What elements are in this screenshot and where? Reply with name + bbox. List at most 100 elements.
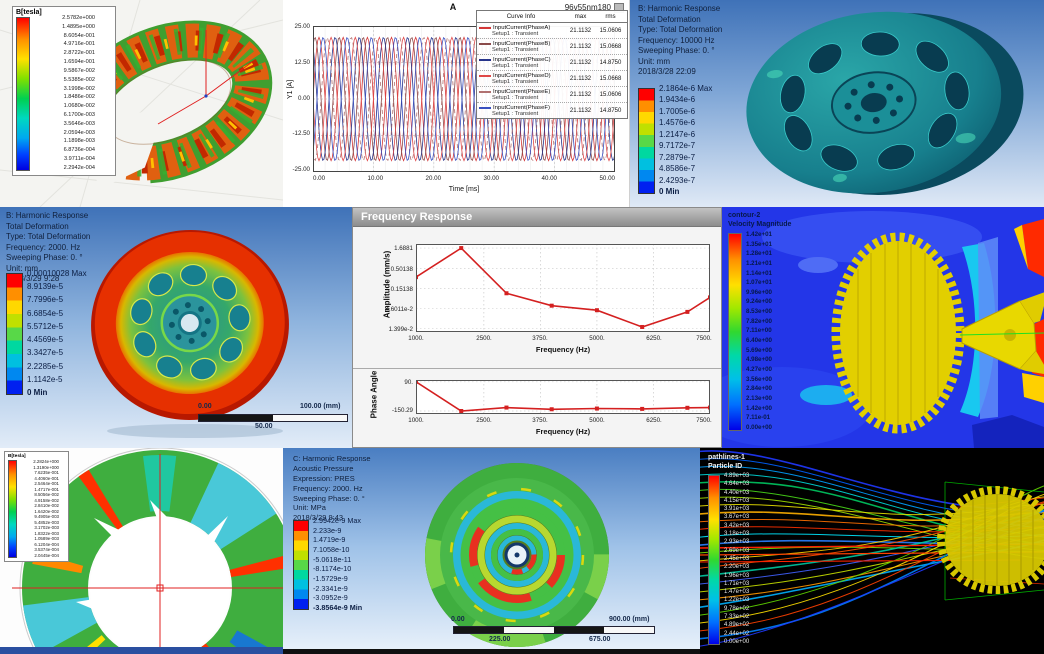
- pressure-legend: 2.9942e-9 Max 2.233e-9 1.4719e-9 7.1058e-10…: [293, 516, 362, 616]
- legend-colorbar: [708, 475, 720, 645]
- freq-tick: 7500.: [696, 417, 712, 424]
- frequency-response-window: Frequency Response Amplitude (mm/s) 1.68…: [352, 207, 722, 448]
- annotation-text: C: Harmonic Response Acoustic Pressure Exp…: [293, 454, 371, 523]
- annotation-text: B: Harmonic Response Total Deformation Typ…: [6, 211, 91, 284]
- freq-tick: 7500.: [696, 335, 712, 342]
- scale-q1-label: 225.00: [489, 636, 511, 643]
- freq-tick: 6250.: [646, 335, 662, 342]
- legend-values: 0.00010028 Max 8.9139e-5 7.7996e-5 6.6854e-…: [27, 269, 87, 397]
- plot-divider: [353, 368, 721, 369]
- y-tick-labels: 25.00 12.50 0.00 -12.50 -25.00: [292, 23, 310, 173]
- pathlines-panel: pathlines-1 Particle ID 4.89e+03 4.64e+03 4…: [700, 448, 1044, 654]
- amplitude-chart: [416, 244, 710, 332]
- scale-min-label: 0.00: [198, 403, 212, 410]
- curve-color-sample: [479, 90, 491, 93]
- scale-max-label: 100.00 (mm): [300, 403, 341, 410]
- coordinate-axes: [157, 30, 253, 125]
- deformed-wheel-red-graphic: [91, 229, 289, 438]
- window-title-bar[interactable]: Frequency Response: [353, 208, 721, 227]
- pathlines-legend-title: pathlines-1 Particle ID: [708, 454, 745, 470]
- legend-values: 1.42e+01 1.35e+01 1.28e+01 1.21e+01 1.14e+01…: [746, 231, 772, 431]
- table-row: InputCurrent(PhaseC) Setup1 : Transient …: [477, 55, 627, 71]
- gear-graphic: [937, 486, 1044, 594]
- table-row: InputCurrent(PhaseF) Setup1 : Transient …: [477, 103, 627, 118]
- deformation-legend: 2.1864e-6 Max 1.9434e-6 1.7005e-6 1.4576e-6…: [638, 84, 712, 200]
- scale-ruler: [198, 414, 348, 422]
- deformed-wheel-graphic: [746, 11, 1024, 196]
- table-row: InputCurrent(PhaseA) Setup1 : Transient …: [477, 23, 627, 39]
- legend-colorbar: [8, 460, 17, 558]
- curve-color-sample: [479, 74, 491, 77]
- harmonic-response-2000-panel: B: Harmonic Response Total Deformation Typ…: [0, 207, 358, 448]
- legend-colorbar: [728, 233, 742, 431]
- freq-tick: 5000.: [589, 335, 605, 342]
- harmonic-response-10000-panel: B: Harmonic Response Total Deformation Typ…: [630, 0, 1044, 207]
- freq-tick: 3750.: [532, 335, 548, 342]
- table-header: Curve Info max rms: [477, 11, 627, 23]
- window-label: 96v55nm180: [564, 3, 611, 12]
- legend-values: 2.9942e-9 Max 2.233e-9 1.4719e-9 7.1058e-10…: [313, 516, 363, 612]
- deformation-legend: 0.00010028 Max 8.9139e-5 7.7996e-5 6.6854e-…: [6, 269, 87, 401]
- window-title: Frequency Response: [361, 211, 473, 223]
- table-row: InputCurrent(PhaseE) Setup1 : Transient …: [477, 87, 627, 103]
- plot-title: A: [449, 2, 457, 12]
- propeller-graphic: [961, 292, 1044, 374]
- flux-ring-graphic: [12, 448, 283, 654]
- x-axis-label: Time [ms]: [448, 186, 480, 193]
- annotation-text: B: Harmonic Response Total Deformation Typ…: [638, 4, 723, 77]
- legend-colorbar: [6, 273, 23, 395]
- b-field-legend: B[tesla] 2.5782e+000 1.4895e+000 8.6054e-0…: [12, 6, 116, 176]
- curve-info-table: Curve Info max rms InputCurrent(PhaseA) …: [476, 10, 628, 119]
- table-row: InputCurrent(PhaseB) Setup1 : Transient …: [477, 39, 627, 55]
- legend-values: 2.5782e+000 1.4895e+000 8.6054e-001 4.9716e…: [62, 15, 95, 171]
- acoustic-disc-graphic: [425, 463, 609, 647]
- scale-min-label: 0.00: [451, 616, 465, 623]
- curve-color-sample: [479, 58, 491, 61]
- amp-tick: 4.6011e-2: [385, 306, 413, 313]
- freq-tick: 2500.: [476, 417, 492, 424]
- scale-q3-label: 675.00: [589, 636, 611, 643]
- contour-legend-title: contour-2 Velocity Magnitude: [728, 212, 792, 228]
- acoustic-pressure-panel: C: Harmonic Response Acoustic Pressure Exp…: [283, 448, 700, 654]
- b-field-legend: B[tesla] 2.2824e+000 1.3190e+000 7.6235e-0…: [4, 451, 69, 562]
- velocity-contour-panel: contour-2 Velocity Magnitude 1.42e+01 1.35…: [722, 207, 1044, 448]
- amp-tick: 1.399e-2: [388, 326, 413, 333]
- freq-axis-label: Frequency (Hz): [535, 345, 591, 354]
- scale-mid-label: 50.00: [255, 423, 273, 430]
- scale-ruler: [453, 626, 655, 634]
- freq-tick: 1000.: [408, 417, 424, 424]
- legend-values: 4.89e+03 4.64e+03 4.40e+03 4.15e+03 3.91e+03…: [724, 473, 750, 645]
- maxwell-ring-panel: B[tesla] 2.2824e+000 1.3190e+000 7.6235e-0…: [0, 448, 283, 654]
- amp-tick: 1.6881: [394, 245, 413, 252]
- maxwell-torus-panel: B[tesla] 2.5782e+000 1.4895e+000 8.6054e-0…: [0, 0, 283, 207]
- curve-color-sample: [479, 42, 491, 45]
- cfd-contour-graphic: [722, 207, 1044, 448]
- streamlines-graphic: [700, 448, 1044, 654]
- legend-colorbar: [16, 17, 30, 171]
- legend-title: B[tesla]: [8, 454, 26, 459]
- amp-tick: 0.15138: [390, 286, 413, 293]
- freq-tick: 3750.: [532, 417, 548, 424]
- curve-color-sample: [479, 26, 491, 29]
- phase-tick: 90.: [404, 379, 413, 386]
- table-row: InputCurrent(PhaseD) Setup1 : Transient …: [477, 71, 627, 87]
- transient-current-plot-panel: A 96v55nm180 Y1 [A] 25.00 12.50 0.00 -12.50…: [283, 0, 630, 207]
- legend-title: B[tesla]: [16, 9, 42, 16]
- freq-tick: 2500.: [476, 335, 492, 342]
- freq-tick: 1000.: [408, 335, 424, 342]
- particle-id-legend: 4.89e+03 4.64e+03 4.40e+03 4.15e+03 3.91e+03…: [708, 473, 750, 647]
- phase-tick: -150.29: [392, 407, 413, 414]
- freq-tick: 6250.: [646, 417, 662, 424]
- legend-colorbar: [638, 88, 655, 194]
- phase-chart: [416, 380, 710, 414]
- freq-tick: 5000.: [589, 417, 605, 424]
- freq-axis-label: Frequency (Hz): [535, 427, 591, 436]
- amp-tick: 0.50138: [390, 266, 413, 273]
- bottom-window-edge-blue: [0, 647, 283, 654]
- phase-axis-label: Phase Angle: [369, 370, 379, 419]
- legend-values: 2.2824e+000 1.3190e+000 7.6235e-001 4.4060e…: [33, 459, 59, 558]
- scale-max-label: 900.00 (mm): [609, 616, 650, 623]
- x-tick-labels: 0.00 10.00 20.00 30.00 40.00 50.00: [313, 175, 615, 182]
- bottom-window-edge-black: [283, 649, 700, 654]
